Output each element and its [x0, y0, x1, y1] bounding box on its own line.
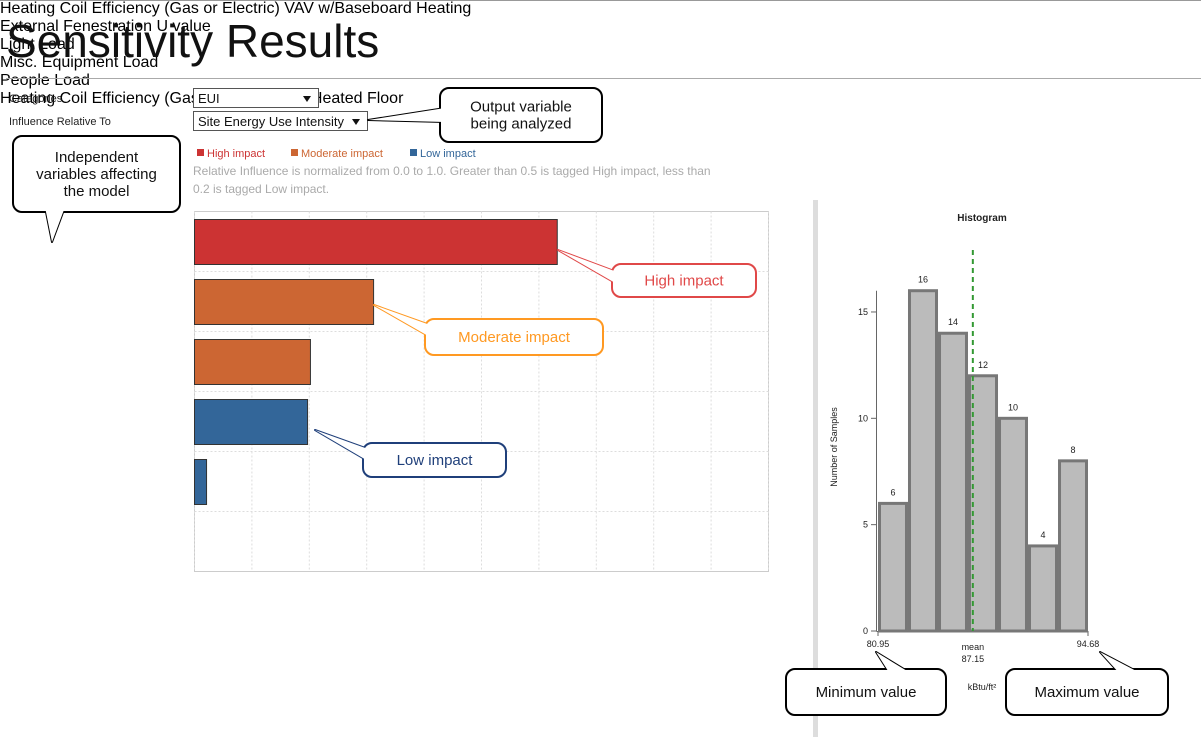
legend-label: Low impact: [420, 148, 476, 160]
bar-value-label: 14: [948, 317, 958, 327]
callout-pointer-cover: [45, 207, 65, 242]
callout-box: [362, 442, 507, 478]
histogram-bar: [878, 501, 908, 633]
mean-value: 87.15: [962, 654, 985, 664]
callout-text: Low impact: [397, 452, 474, 469]
bar: [194, 279, 375, 325]
histogram-bar: [1058, 459, 1089, 633]
page-title: Sensitivity Results: [6, 15, 379, 67]
callout-box: [1005, 668, 1169, 716]
callout-text: the model: [64, 183, 130, 200]
legend-swatch: [197, 149, 204, 156]
callout-pointer-cover: [374, 305, 430, 337]
y-tick-label: 5: [863, 520, 868, 530]
y-tick-label: 15: [858, 307, 868, 317]
callout-text: Independent: [55, 149, 139, 166]
callout-box: [785, 668, 947, 716]
note: Relative Influence is normalized from 0.…: [193, 164, 711, 196]
callout-text: Moderate impact: [458, 329, 571, 346]
y-axis-label: Number of Samples: [829, 407, 839, 487]
histogram-bar: [1027, 544, 1059, 633]
dropdown-value: Site Energy Use Intensity: [198, 114, 344, 129]
callout-box: [424, 318, 604, 356]
dropdown-arrow: [303, 96, 311, 102]
bar-value-label: 4: [1040, 530, 1045, 540]
bar-value-label: 12: [978, 360, 988, 370]
callout-pointer-cover: [1100, 652, 1142, 674]
bar-value-label: 6: [890, 487, 895, 497]
legend-swatch: [410, 149, 417, 156]
bar: [194, 339, 311, 385]
callout-pointer-cover: [315, 430, 368, 461]
bar: [194, 459, 208, 505]
separator: [813, 200, 818, 737]
x-tick-label: 80.95: [867, 639, 890, 649]
callout-text: variables affecting: [36, 166, 157, 183]
category-label: People Load: [0, 72, 90, 89]
callout-pointer-cover: [558, 250, 617, 284]
control-label: Categories: [9, 93, 63, 105]
category-label: Heating Coil Efficiency (Gas or Electric…: [0, 0, 472, 17]
callout-pointer-cover: [368, 108, 445, 122]
bar: [194, 399, 309, 445]
callout-text: High impact: [644, 273, 724, 290]
dropdown-value: EUI: [198, 91, 220, 106]
mean-label: mean: [962, 642, 985, 652]
dropdown[interactable]: [193, 88, 319, 108]
dropdown[interactable]: [193, 111, 368, 131]
histogram-bar: [967, 374, 999, 633]
legend-label: Moderate impact: [301, 148, 383, 160]
legend-swatch: [291, 149, 298, 156]
category-label: Light Load: [0, 36, 75, 53]
callout-pointer-cover: [876, 652, 912, 674]
bar-value-label: 8: [1070, 445, 1075, 455]
dropdown-arrow: [352, 119, 360, 125]
category-label: Misc. Equipment Load: [0, 54, 159, 71]
callout-text: Maximum value: [1034, 684, 1139, 701]
control-label: Influence Relative To: [9, 116, 111, 128]
bar-value-label: 10: [1008, 402, 1018, 412]
callout-text: Output variable: [470, 99, 572, 116]
x-tick-label: 94.68: [1077, 639, 1100, 649]
callout-box: [12, 135, 181, 213]
bar-value-label: 16: [918, 275, 928, 285]
category-label: External Fenestration U value: [0, 18, 211, 35]
y-tick-label: 0: [863, 626, 868, 636]
histogram-bar: [998, 416, 1028, 633]
chart-title: Histogram: [957, 213, 1007, 224]
bar: [194, 219, 558, 265]
histogram-bar: [907, 289, 939, 633]
x-axis-label: kBtu/ft²: [968, 682, 997, 692]
histogram-bar: [938, 331, 968, 633]
callout-text: being analyzed: [471, 116, 572, 133]
legend-label: High impact: [207, 148, 265, 160]
callout-text: Minimum value: [816, 684, 917, 701]
y-tick-label: 10: [858, 413, 868, 423]
